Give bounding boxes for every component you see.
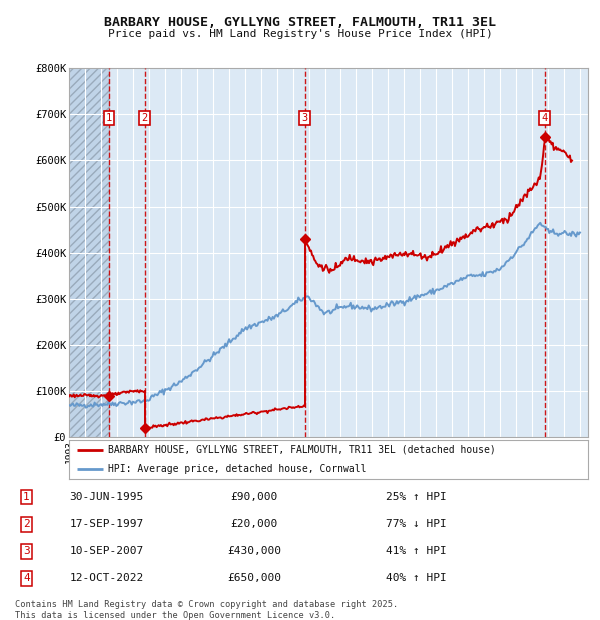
Text: 10-SEP-2007: 10-SEP-2007 xyxy=(70,546,144,556)
Text: Contains HM Land Registry data © Crown copyright and database right 2025.
This d: Contains HM Land Registry data © Crown c… xyxy=(15,600,398,619)
Text: 41% ↑ HPI: 41% ↑ HPI xyxy=(386,546,447,556)
Text: 30-JUN-1995: 30-JUN-1995 xyxy=(70,492,144,502)
Text: £90,000: £90,000 xyxy=(230,492,278,502)
Text: 3: 3 xyxy=(301,113,308,123)
Text: 2: 2 xyxy=(142,113,148,123)
Text: BARBARY HOUSE, GYLLYNG STREET, FALMOUTH, TR11 3EL: BARBARY HOUSE, GYLLYNG STREET, FALMOUTH,… xyxy=(104,16,496,29)
Text: Price paid vs. HM Land Registry's House Price Index (HPI): Price paid vs. HM Land Registry's House … xyxy=(107,29,493,38)
Text: 1: 1 xyxy=(106,113,112,123)
Text: 25% ↑ HPI: 25% ↑ HPI xyxy=(386,492,447,502)
Text: 40% ↑ HPI: 40% ↑ HPI xyxy=(386,574,447,583)
Text: 17-SEP-1997: 17-SEP-1997 xyxy=(70,519,144,529)
Text: HPI: Average price, detached house, Cornwall: HPI: Average price, detached house, Corn… xyxy=(108,464,367,474)
Text: BARBARY HOUSE, GYLLYNG STREET, FALMOUTH, TR11 3EL (detached house): BARBARY HOUSE, GYLLYNG STREET, FALMOUTH,… xyxy=(108,445,496,455)
Text: 3: 3 xyxy=(23,546,30,556)
Text: 12-OCT-2022: 12-OCT-2022 xyxy=(70,574,144,583)
Text: £430,000: £430,000 xyxy=(227,546,281,556)
Text: 4: 4 xyxy=(542,113,548,123)
Text: 4: 4 xyxy=(23,574,30,583)
Text: 1: 1 xyxy=(23,492,30,502)
Text: £20,000: £20,000 xyxy=(230,519,278,529)
Text: 77% ↓ HPI: 77% ↓ HPI xyxy=(386,519,447,529)
Text: 2: 2 xyxy=(23,519,30,529)
Text: £650,000: £650,000 xyxy=(227,574,281,583)
Bar xyxy=(69,68,109,437)
